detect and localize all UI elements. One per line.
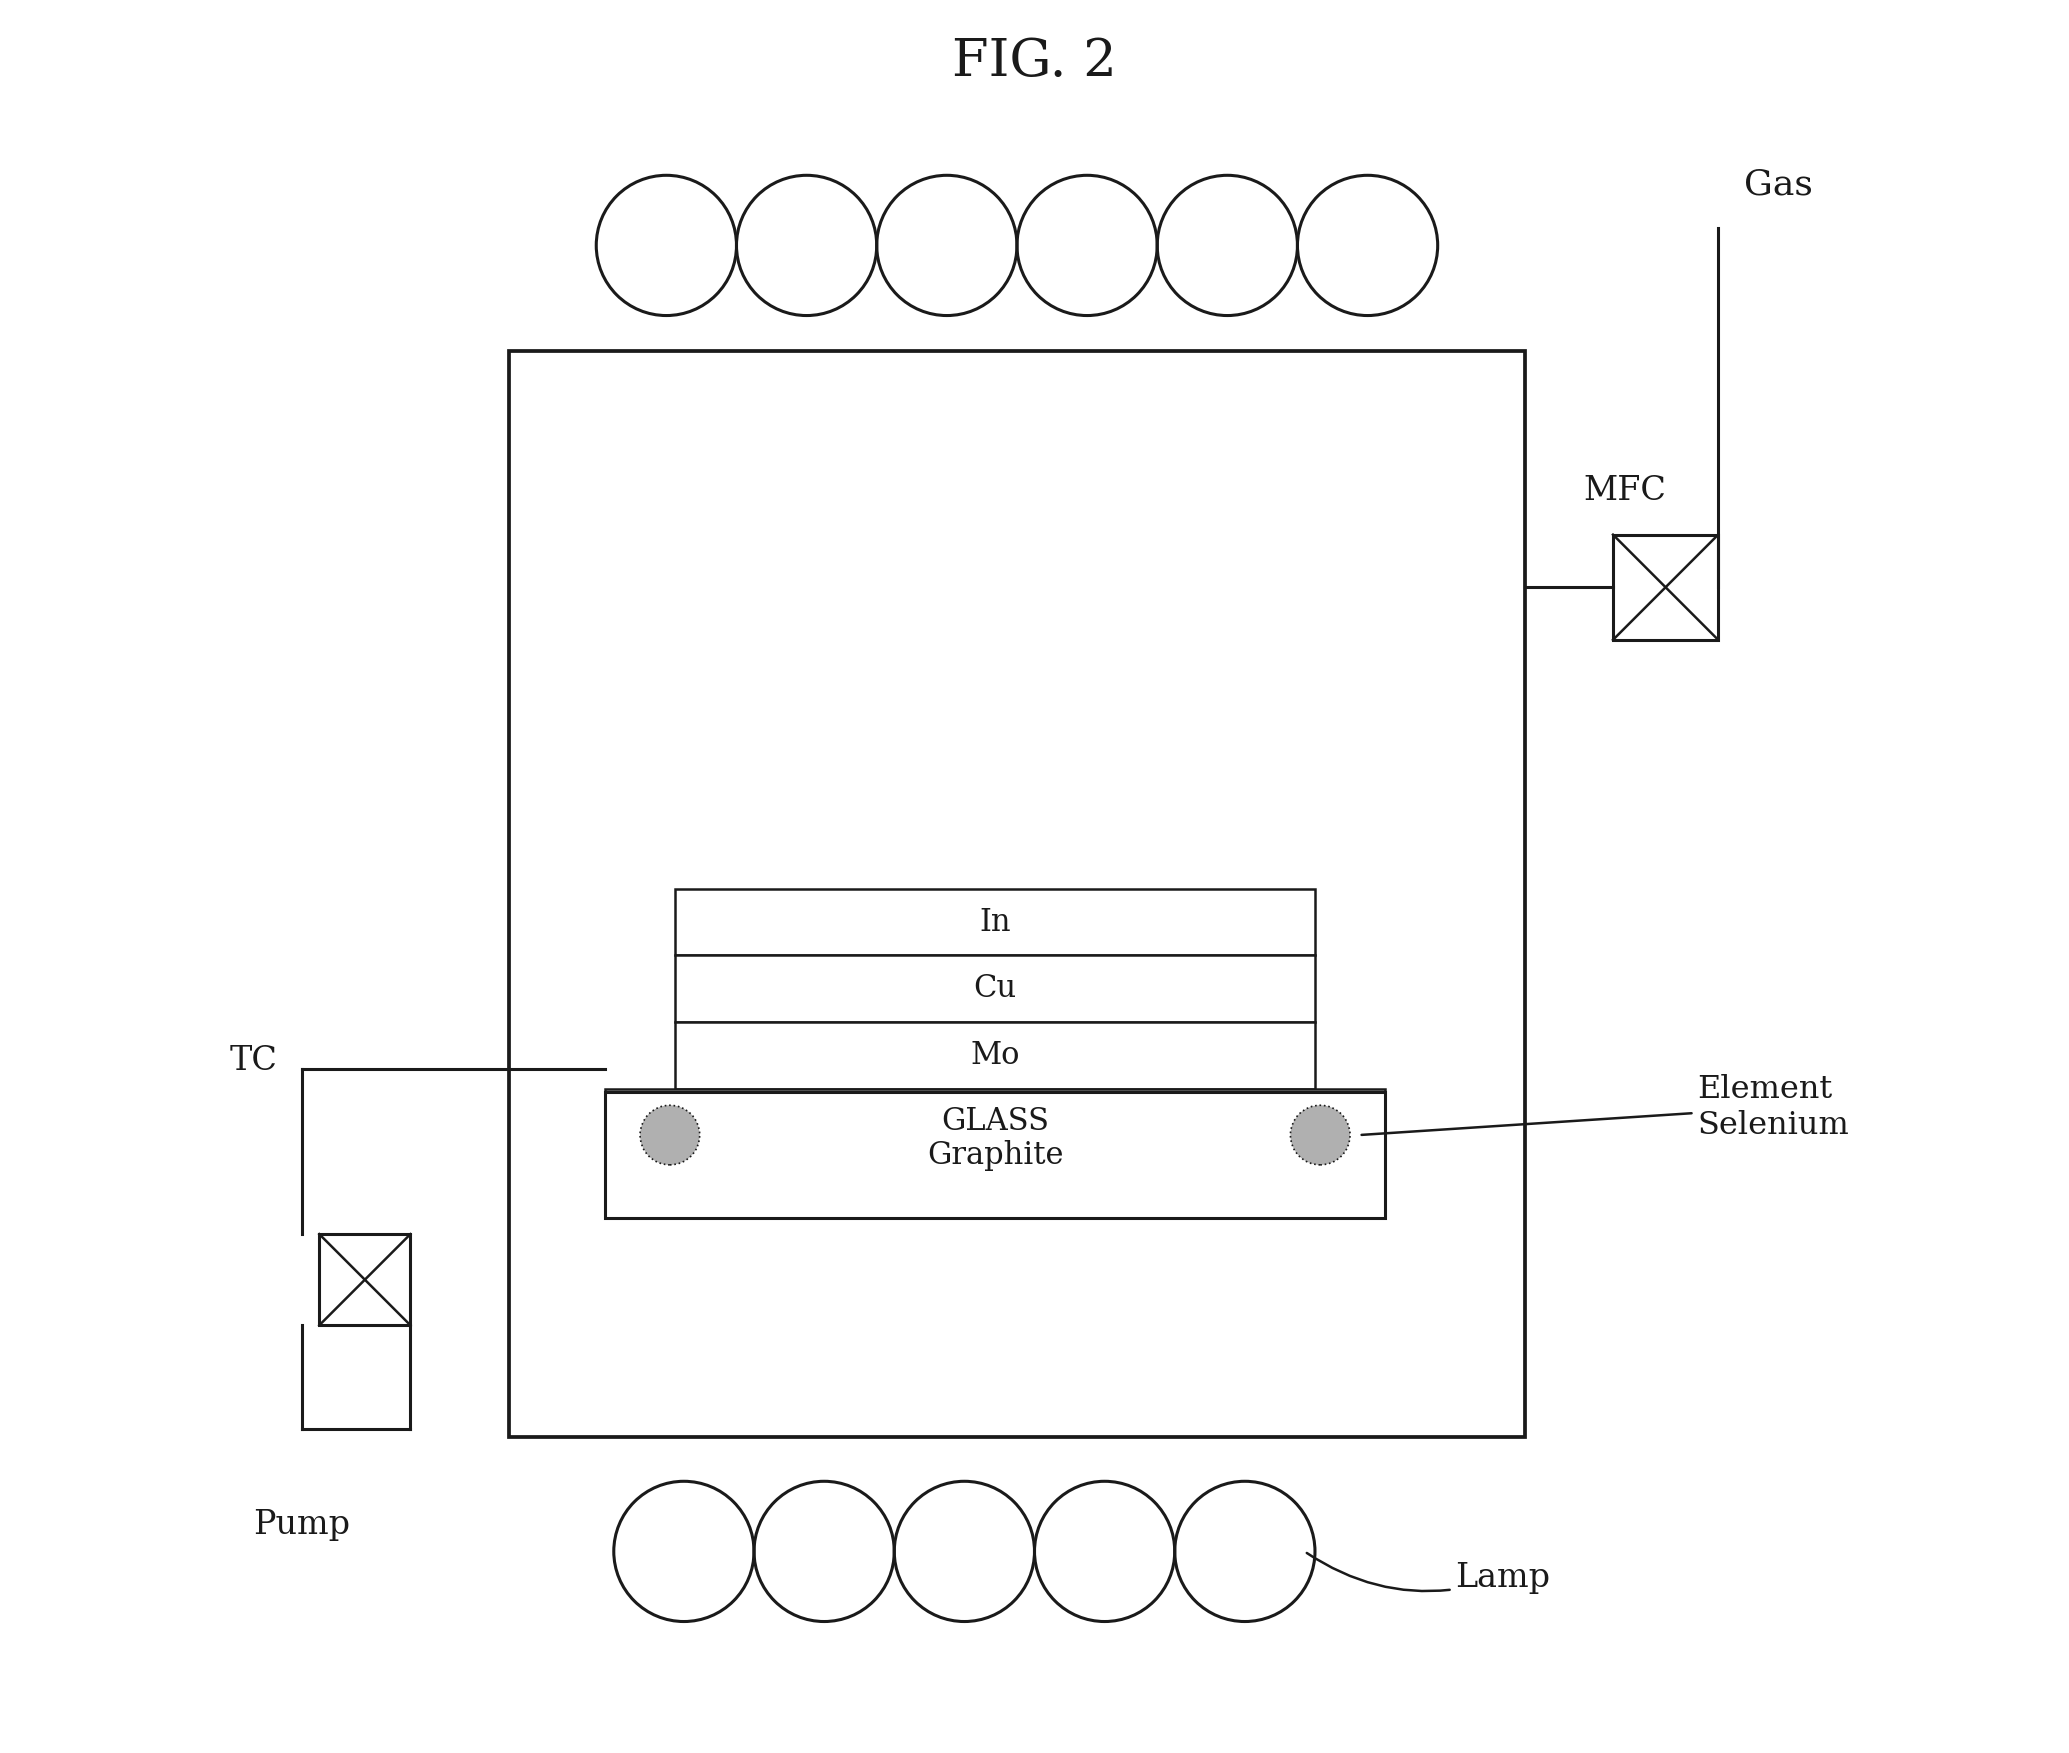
Text: TC: TC: [230, 1045, 277, 1076]
Text: Gas: Gas: [1744, 167, 1812, 202]
Text: MFC: MFC: [1583, 475, 1666, 507]
Circle shape: [639, 1106, 699, 1166]
Bar: [604, 1089, 1384, 1155]
Bar: [674, 889, 1316, 955]
Bar: [1614, 535, 1717, 640]
Text: Graphite: Graphite: [927, 1139, 1063, 1171]
Bar: [319, 1234, 410, 1325]
Text: Cu: Cu: [974, 973, 1016, 1004]
Text: Pump: Pump: [252, 1509, 350, 1541]
Text: FIG. 2: FIG. 2: [952, 35, 1117, 88]
Bar: [509, 351, 1525, 1437]
Bar: [604, 1092, 1384, 1218]
Text: GLASS: GLASS: [941, 1106, 1049, 1138]
Bar: [674, 955, 1316, 1022]
Bar: [674, 1022, 1316, 1089]
Text: Lamp: Lamp: [1308, 1553, 1550, 1593]
Text: Mo: Mo: [970, 1040, 1020, 1071]
Text: In: In: [979, 906, 1012, 938]
Circle shape: [1291, 1106, 1351, 1166]
Text: Element
Selenium: Element Selenium: [1361, 1075, 1850, 1141]
